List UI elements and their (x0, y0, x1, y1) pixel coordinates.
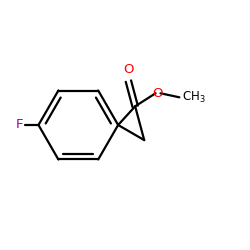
Text: CH$_3$: CH$_3$ (182, 90, 206, 105)
Text: F: F (15, 118, 23, 132)
Text: O: O (152, 87, 163, 100)
Text: O: O (123, 62, 134, 76)
